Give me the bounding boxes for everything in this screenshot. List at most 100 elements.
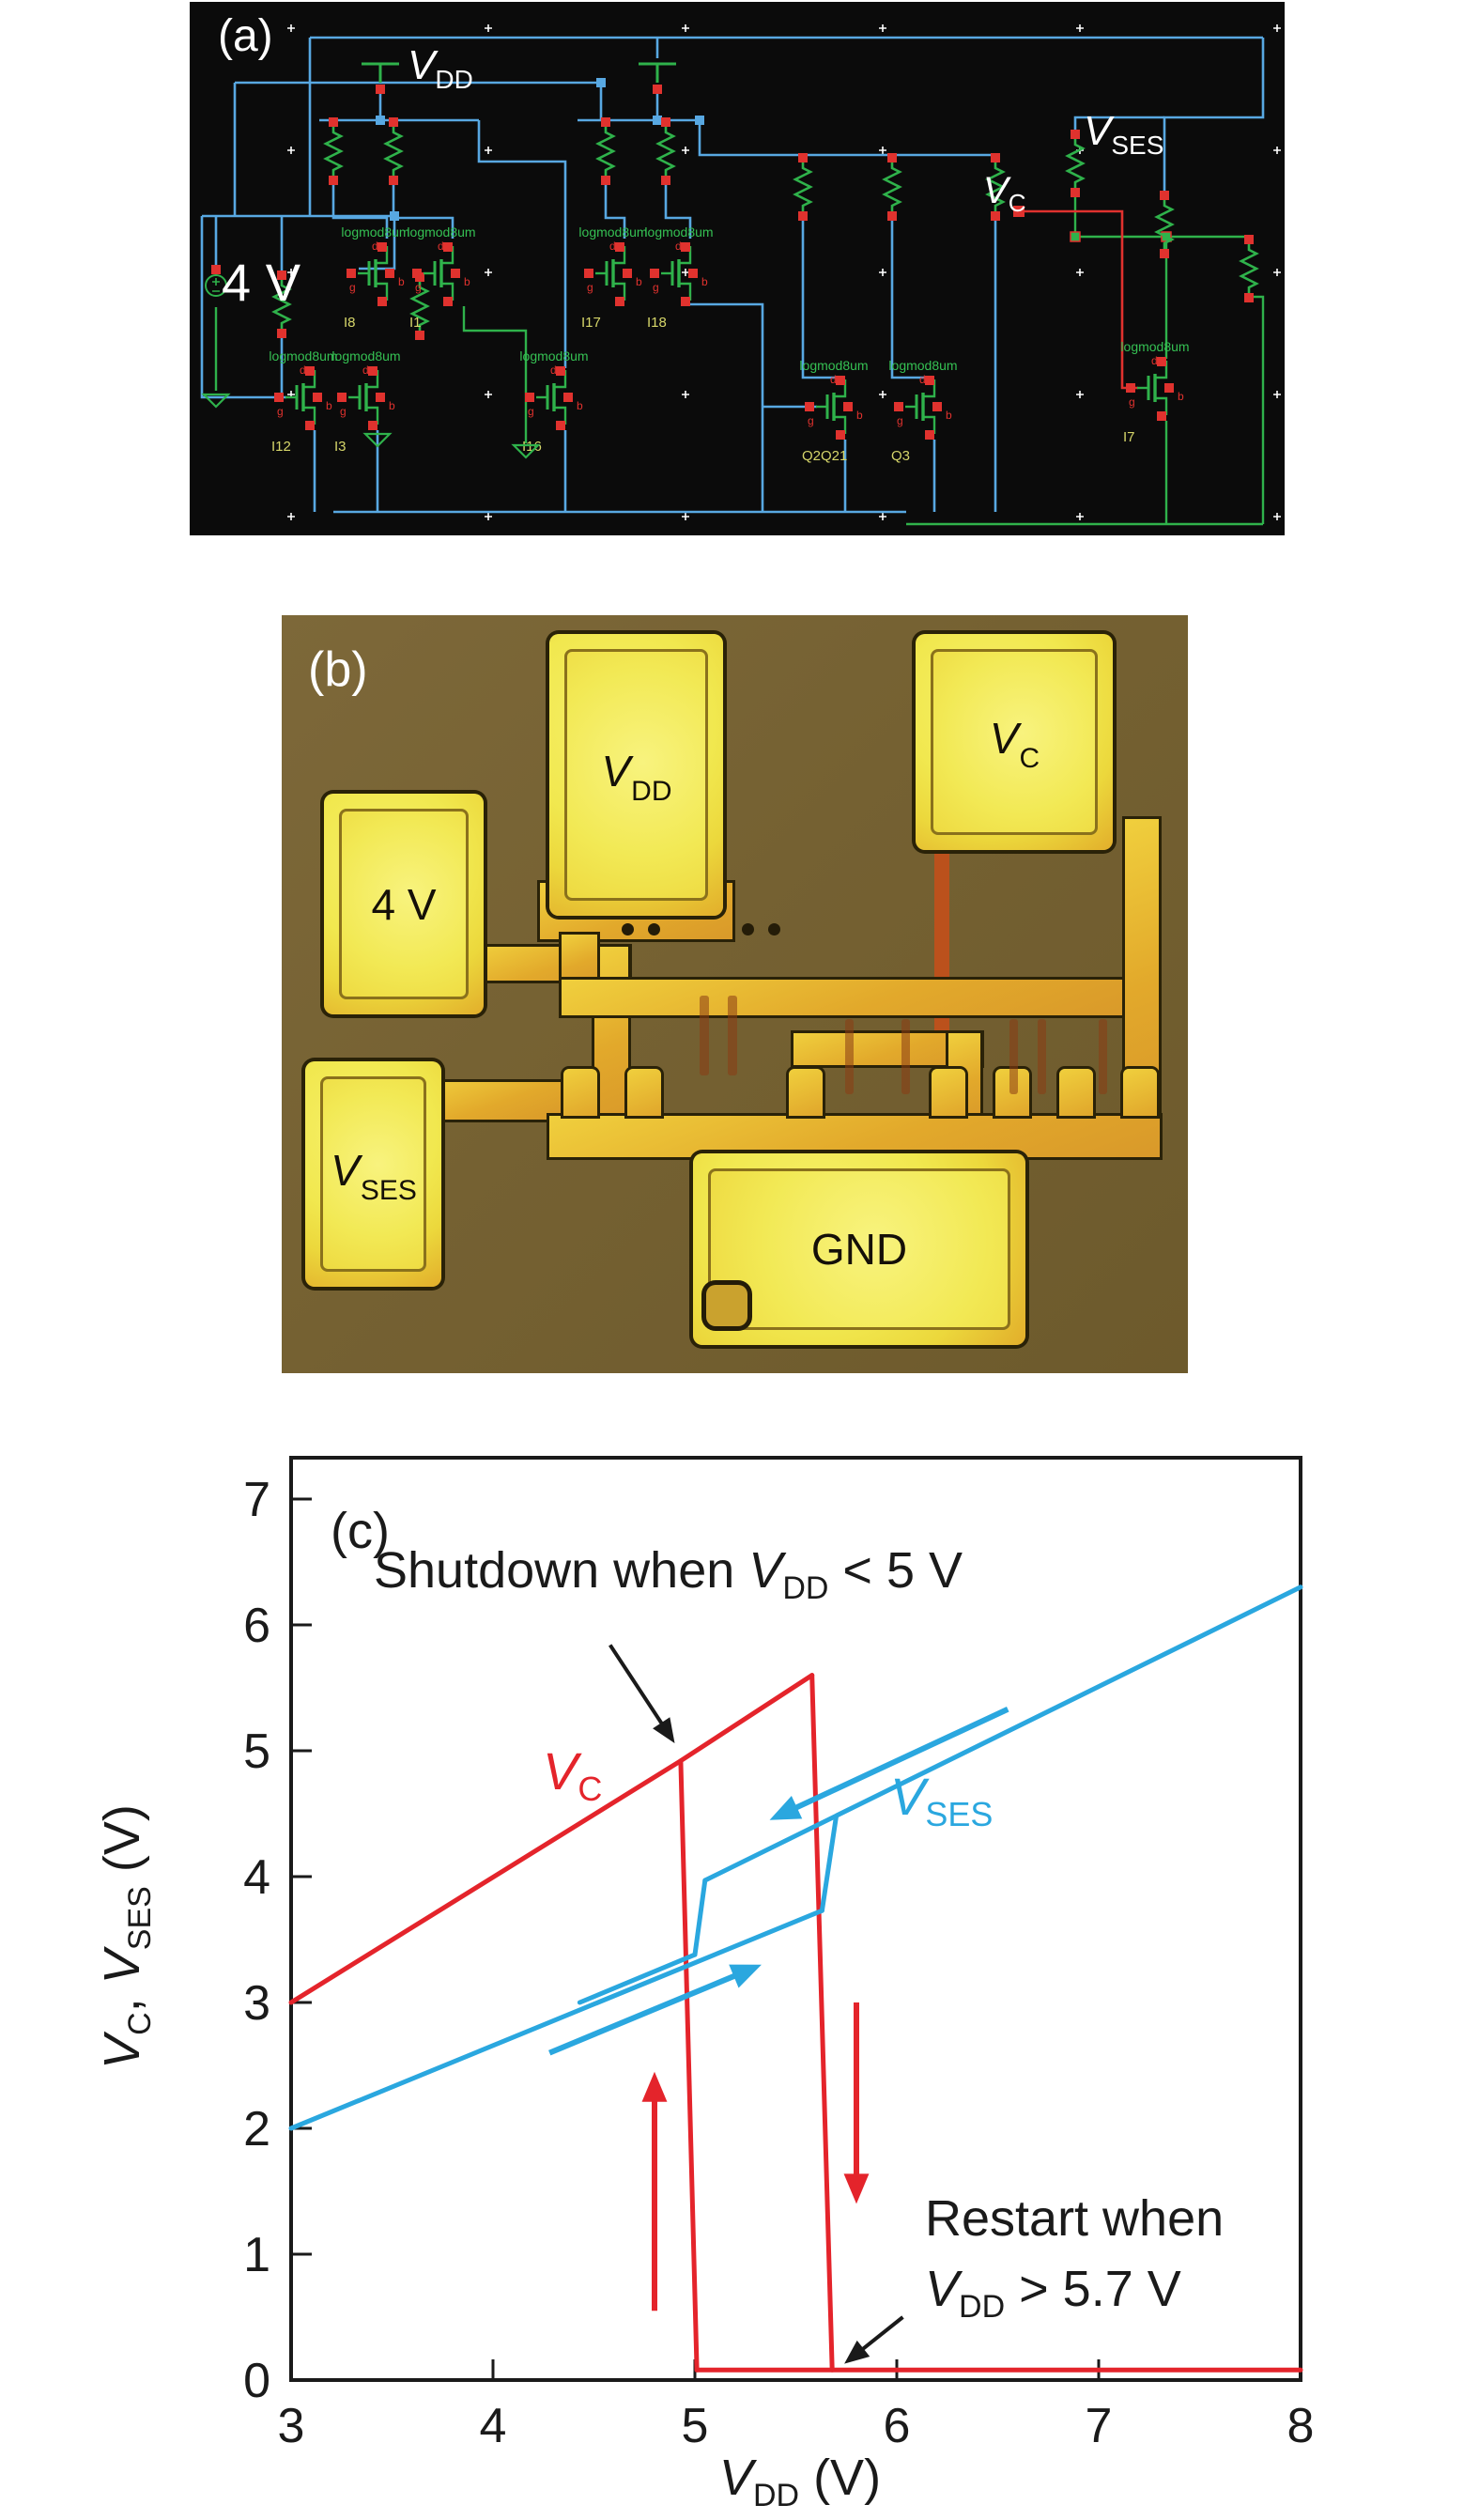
device-type-label: logmod8um bbox=[1120, 339, 1189, 354]
pin-square bbox=[525, 393, 534, 402]
device-type-label: logmod8um bbox=[799, 358, 868, 373]
grid-plus-marker bbox=[879, 147, 886, 154]
pin-square bbox=[368, 366, 377, 376]
vc-pin bbox=[1013, 206, 1025, 217]
pin-square bbox=[887, 211, 897, 221]
pin-square bbox=[1164, 383, 1174, 393]
grid-plus-marker bbox=[682, 391, 689, 398]
x-tick-label: 5 bbox=[682, 2399, 709, 2453]
nmos-source-lead bbox=[554, 406, 567, 425]
y-tick-label: 0 bbox=[243, 2354, 270, 2408]
die-circuitry bbox=[1009, 1019, 1018, 1094]
panel-b-micrograph: (b) VDD VC bbox=[282, 615, 1188, 1373]
series-vc-restart-drop bbox=[809, 1673, 835, 2373]
pin-square bbox=[991, 153, 1000, 162]
device-type-label: logmod8um bbox=[578, 224, 647, 240]
comb-tooth bbox=[1059, 1069, 1093, 1116]
blue-right-sweep-arrow bbox=[548, 1972, 737, 2056]
pad-vses: VSES bbox=[305, 1061, 441, 1287]
vses-label: VSES bbox=[1084, 108, 1163, 160]
pin-square bbox=[798, 153, 808, 162]
nmos-source-lead bbox=[923, 415, 936, 434]
wire-blue bbox=[331, 183, 389, 239]
pin-letter: d bbox=[438, 240, 444, 253]
y-axis-label: VC, VSES (V) bbox=[94, 1804, 158, 2069]
pad-4v: 4 V bbox=[324, 794, 484, 1014]
pin-square bbox=[925, 430, 934, 440]
series-vc-shutdown-drop bbox=[678, 1758, 700, 2373]
bond-mark bbox=[622, 923, 634, 935]
grid-plus-marker bbox=[1273, 513, 1281, 520]
grid-plus-marker bbox=[485, 391, 492, 398]
pin-square bbox=[601, 176, 610, 185]
device-type-label: logmod8um bbox=[331, 348, 400, 363]
device-type-label: logmod8um bbox=[519, 348, 588, 363]
pin-square bbox=[389, 117, 398, 127]
pin-square bbox=[329, 117, 338, 127]
resistor bbox=[323, 127, 344, 176]
pin-square bbox=[650, 269, 659, 278]
pin-square bbox=[556, 421, 565, 430]
pad-vdd-label: VDD bbox=[601, 747, 672, 807]
device-type-label: logmod8um bbox=[407, 224, 475, 240]
junction-node bbox=[653, 116, 662, 125]
pin-letter: d bbox=[372, 240, 378, 253]
wire-green bbox=[462, 306, 528, 443]
grid-plus-marker bbox=[485, 513, 492, 520]
pin-square bbox=[415, 331, 424, 340]
pin-square bbox=[305, 366, 315, 376]
pin-square bbox=[681, 242, 690, 252]
x-tick-label: 8 bbox=[1287, 2399, 1315, 2453]
junction-node bbox=[695, 116, 704, 125]
red-up-sweep-arrow-head bbox=[641, 2071, 668, 2102]
device-type-label: logmod8um bbox=[269, 348, 337, 363]
nmos-source-lead bbox=[376, 282, 389, 301]
y-tick-label: 1 bbox=[243, 2228, 270, 2282]
pin-letter: g bbox=[587, 281, 593, 294]
restart-pointer-arrow-head bbox=[844, 2340, 870, 2364]
wire-blue bbox=[1073, 116, 1164, 131]
pin-letter: d bbox=[300, 363, 306, 377]
grid-plus-marker bbox=[287, 24, 295, 32]
series-vses-upper bbox=[702, 1585, 1303, 1883]
pin-letter: g bbox=[277, 405, 284, 418]
ground-symbol bbox=[511, 443, 541, 459]
gnd-probe-mark bbox=[706, 1285, 747, 1326]
resistor bbox=[655, 127, 676, 176]
pin-square bbox=[277, 329, 286, 338]
pad-vc: VC bbox=[916, 634, 1113, 850]
resistor bbox=[985, 162, 1006, 211]
pin-letter: d bbox=[675, 240, 682, 253]
pad-gnd: GND bbox=[693, 1153, 1025, 1345]
pin-square bbox=[451, 269, 460, 278]
pin-square bbox=[681, 297, 690, 306]
trace-long-horiz bbox=[562, 980, 1141, 1015]
pin-square bbox=[347, 269, 356, 278]
pin-square bbox=[389, 176, 398, 185]
grid-plus-marker bbox=[1076, 269, 1084, 276]
resistor bbox=[1154, 200, 1175, 249]
schematic-wires bbox=[200, 36, 1265, 526]
pad-vc-label: VC bbox=[989, 714, 1040, 774]
pin-letter: b bbox=[398, 275, 405, 288]
pin-square bbox=[274, 393, 284, 402]
die-circuitry bbox=[700, 996, 709, 1075]
pin-letter: b bbox=[636, 275, 642, 288]
y-tick-label: 2 bbox=[243, 2102, 270, 2157]
vc-label: VC bbox=[983, 170, 1025, 217]
pin-square bbox=[211, 265, 221, 274]
comb-tooth bbox=[932, 1069, 965, 1116]
pin-square bbox=[601, 117, 610, 127]
die-circuitry bbox=[901, 1019, 910, 1094]
x-tick-label: 6 bbox=[884, 2399, 911, 2453]
y-tick-label: 4 bbox=[243, 1850, 270, 1905]
pad-vses-label: VSES bbox=[331, 1146, 417, 1206]
resistor bbox=[409, 282, 430, 331]
pin-square bbox=[991, 211, 1000, 221]
pin-square bbox=[615, 297, 624, 306]
trace-vses-link bbox=[423, 1082, 563, 1120]
shutdown-annotation: Shutdown when VDD < 5 V bbox=[374, 1542, 963, 1606]
wire-blue bbox=[1163, 38, 1265, 193]
pin-square bbox=[377, 242, 387, 252]
